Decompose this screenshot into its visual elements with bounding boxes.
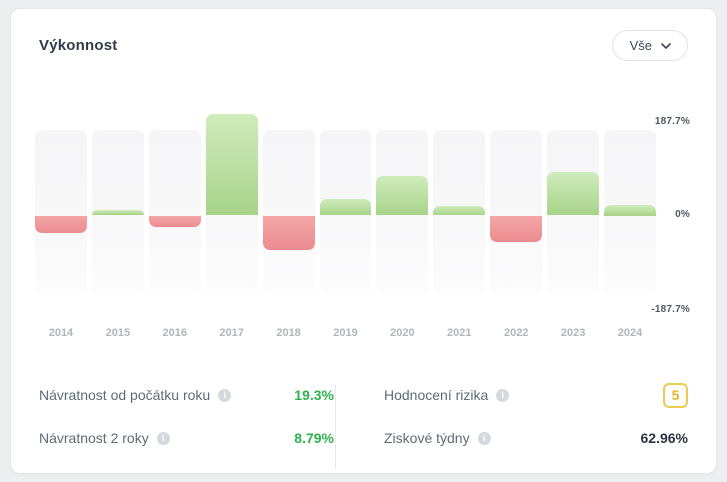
year-bar-2022: [490, 215, 543, 243]
chart-column-2017[interactable]: [205, 105, 258, 305]
x-axis-label-2014: 2014: [48, 327, 74, 339]
bar-track: [35, 130, 87, 294]
performance-chart: 187.7% 0% -187.7% 2014 2015 2016 2017 2018 20…: [35, 105, 716, 355]
stats-divider: [335, 384, 336, 469]
chart-column-2019[interactable]: [319, 105, 372, 305]
stat-label-text: Ziskové týdny: [384, 430, 470, 446]
stat-row-2y-return: Návratnost 2 roky i 8.79%: [39, 426, 334, 450]
chart-column-2018[interactable]: [262, 105, 315, 305]
x-axis-label-2020: 2020: [390, 327, 415, 339]
stat-value-2y-return: 8.79%: [294, 430, 334, 446]
x-axis-label-2019: 2019: [333, 327, 358, 339]
stat-label: Návratnost 2 roky i: [39, 430, 170, 446]
stat-row-profitable-weeks: Ziskové týdny i 62.96%: [384, 426, 688, 450]
year-bar-2023: [547, 171, 600, 216]
chart-column-2014[interactable]: [35, 105, 87, 305]
stat-row-risk-score: Hodnocení rizika i 5: [384, 382, 688, 408]
info-icon[interactable]: i: [496, 388, 510, 402]
stat-value-ytd-return: 19.3%: [294, 387, 334, 403]
year-bar-2021: [433, 205, 486, 216]
y-axis-max-label: 187.7%: [654, 116, 690, 127]
bar-plot: [35, 105, 656, 305]
chart-column-2015[interactable]: [91, 105, 144, 305]
range-dropdown-label: Vše: [629, 38, 652, 53]
page-title: Výkonnost: [39, 37, 118, 54]
info-icon[interactable]: i: [218, 388, 232, 402]
risk-score-badge: 5: [663, 382, 688, 408]
year-bar-2016: [148, 215, 201, 227]
chart-column-2023[interactable]: [547, 105, 600, 305]
bar-track: [148, 130, 201, 294]
x-axis-label-2015: 2015: [105, 327, 131, 339]
x-axis-label-2024: 2024: [617, 327, 643, 339]
stat-label: Ziskové týdny i: [384, 430, 491, 446]
stat-label: Hodnocení rizika i: [384, 387, 510, 403]
y-axis-zero-label: 0%: [675, 209, 690, 220]
year-bar-2024: [604, 205, 656, 216]
bar-track: [262, 130, 315, 294]
x-axis-label-2023: 2023: [560, 327, 586, 339]
x-axis: 2014 2015 2016 2017 2018 2019 2020 2021 2022 2023…: [35, 327, 656, 339]
stat-label-text: Návratnost 2 roky: [39, 430, 149, 446]
x-axis-label-2018: 2018: [276, 327, 301, 339]
stats-right-column: Hodnocení rizika i 5 Ziskové týdny i 62.…: [342, 382, 688, 469]
range-dropdown[interactable]: Vše: [611, 30, 688, 61]
year-bar-2020: [376, 175, 429, 216]
stat-label-text: Návratnost od počátku roku: [39, 387, 211, 403]
bar-track: [490, 130, 543, 294]
year-bar-2015: [91, 210, 144, 216]
chart-column-2020[interactable]: [376, 105, 429, 305]
stat-value-profitable-weeks: 62.96%: [640, 430, 688, 446]
chart-column-2022[interactable]: [490, 105, 543, 305]
chevron-down-icon: [661, 42, 671, 49]
performance-card: Výkonnost Vše 187.7% 0% -187.7% 2014 2015…: [10, 8, 717, 474]
chart-column-2024[interactable]: [604, 105, 656, 305]
year-bar-2014: [35, 215, 87, 233]
year-bar-2018: [262, 215, 315, 250]
chart-column-2021[interactable]: [433, 105, 486, 305]
x-axis-label-2022: 2022: [503, 327, 529, 339]
stat-label-text: Hodnocení rizika: [384, 387, 489, 403]
info-icon[interactable]: i: [156, 431, 170, 445]
info-icon[interactable]: i: [477, 431, 491, 445]
year-bar-2017: [205, 113, 258, 216]
x-axis-label-2016: 2016: [162, 327, 187, 339]
year-bar-2019: [319, 199, 372, 216]
stats-left-column: Návratnost od počátku roku i 19.3% Návra…: [39, 383, 334, 469]
x-axis-label-2021: 2021: [447, 327, 472, 339]
chart-column-2016[interactable]: [148, 105, 201, 305]
x-axis-label-2017: 2017: [219, 327, 244, 339]
y-axis-min-label: -187.7%: [651, 304, 690, 315]
stats-section: Návratnost od počátku roku i 19.3% Návra…: [39, 382, 688, 469]
stat-label: Návratnost od počátku roku i: [39, 387, 232, 403]
stat-row-ytd-return: Návratnost od počátku roku i 19.3%: [39, 383, 334, 407]
